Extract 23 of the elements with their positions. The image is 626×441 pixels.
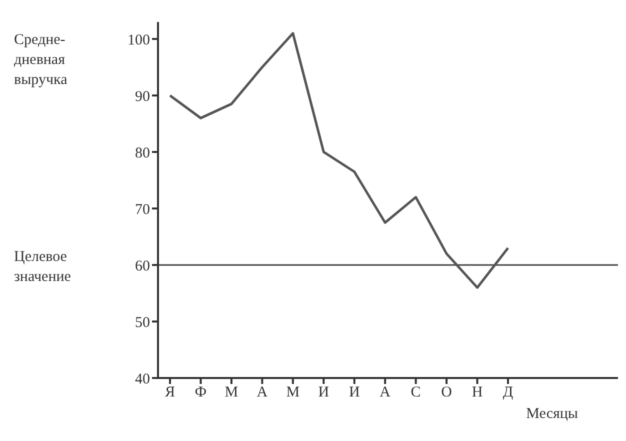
x-tick-label: Ф: [194, 384, 207, 401]
y-axis-title: Средне-дневная выручка: [14, 31, 68, 90]
x-tick-label: С: [410, 384, 421, 401]
x-tick-label: Н: [472, 384, 483, 401]
x-tick-label: О: [441, 384, 452, 401]
y-tick-label: 60: [135, 258, 150, 274]
x-tick-label: А: [380, 384, 391, 401]
ref-line-label: Целевое значение: [14, 248, 72, 287]
x-axis-title: Месяцы: [526, 406, 578, 423]
x-tick-label: М: [224, 384, 238, 401]
x-tick-label: И: [318, 384, 330, 401]
x-tick-label: Я: [164, 384, 176, 401]
line-series: [168, 32, 510, 289]
y-tick-label: 50: [135, 314, 150, 331]
y-tick-label: 80: [135, 145, 150, 162]
x-tick-label: А: [256, 384, 268, 401]
y-tick-label: 70: [135, 202, 150, 218]
x-tick-label: И: [348, 384, 360, 401]
x-tick-label: М: [286, 384, 300, 401]
y-tick-label: 100: [128, 32, 150, 48]
y-tick-label: 90: [135, 88, 150, 105]
x-tick-label: Д: [502, 384, 514, 401]
y-tick-label: 40: [135, 371, 150, 388]
